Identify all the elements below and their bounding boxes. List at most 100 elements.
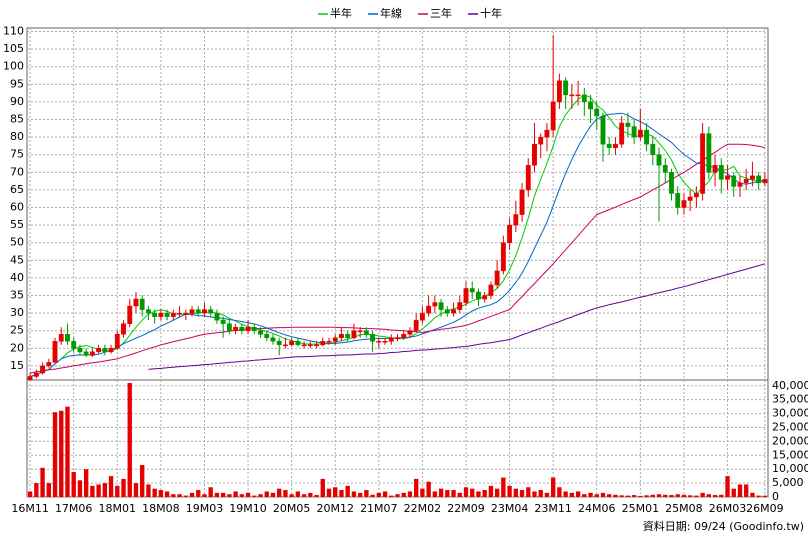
candle-body bbox=[451, 309, 456, 314]
candle-body bbox=[351, 330, 357, 339]
x-tick-label: 23M04 bbox=[491, 502, 529, 515]
ma-line bbox=[30, 143, 766, 374]
candle-body bbox=[606, 143, 612, 148]
candle-body bbox=[40, 365, 45, 374]
volume-bar bbox=[706, 494, 712, 497]
ma-line bbox=[148, 263, 766, 370]
volume-bar bbox=[46, 483, 51, 497]
candle-body bbox=[407, 330, 413, 335]
volume-bar bbox=[631, 495, 637, 497]
volume-bar bbox=[196, 490, 201, 497]
volume-bar bbox=[40, 467, 45, 497]
x-tick-label: 16M11 bbox=[11, 502, 49, 515]
volume-bar bbox=[339, 490, 344, 497]
candle-body bbox=[444, 309, 450, 314]
x-tick-label: 22M02 bbox=[404, 502, 442, 515]
volume-bar bbox=[239, 494, 245, 497]
candle-body bbox=[513, 214, 519, 226]
volume-bar bbox=[463, 487, 469, 497]
volume-bar bbox=[277, 488, 282, 497]
candle-body bbox=[693, 193, 699, 198]
volume-bar bbox=[725, 476, 730, 497]
volume-bar bbox=[700, 492, 705, 497]
candle-body bbox=[58, 333, 64, 342]
volume-bar bbox=[382, 491, 388, 497]
candle-body bbox=[264, 333, 270, 339]
legend-label: 年線 bbox=[380, 6, 402, 20]
x-tick-label: 17M06 bbox=[55, 502, 93, 515]
candle-body bbox=[469, 288, 475, 293]
volume-bar bbox=[414, 478, 419, 497]
volume-bar bbox=[177, 494, 182, 497]
candle-body bbox=[133, 298, 139, 307]
volume-bar bbox=[569, 492, 575, 497]
volume-bar bbox=[650, 494, 655, 497]
volume-bar bbox=[376, 492, 381, 497]
candle-body bbox=[208, 309, 214, 314]
volume-bar bbox=[102, 483, 108, 497]
volume-bar bbox=[731, 488, 736, 497]
candle-body bbox=[52, 341, 58, 363]
volume-bar bbox=[719, 494, 724, 497]
candle-body bbox=[314, 344, 319, 347]
volume-bar bbox=[308, 492, 313, 497]
volume-bar bbox=[258, 494, 263, 497]
volume-bar bbox=[164, 491, 170, 497]
volume-bar bbox=[582, 494, 587, 497]
volume-bar bbox=[121, 478, 126, 497]
volume-bar bbox=[171, 494, 176, 497]
candle-body bbox=[413, 319, 419, 331]
candle-body bbox=[538, 136, 544, 145]
plot-frame bbox=[26, 27, 769, 498]
candle-body bbox=[27, 376, 33, 381]
candle-body bbox=[376, 341, 382, 343]
volume-bar bbox=[644, 495, 649, 497]
candle-body bbox=[656, 154, 662, 166]
candle-body bbox=[619, 122, 625, 145]
candle-body bbox=[189, 309, 195, 314]
volume-bar bbox=[152, 488, 157, 497]
volume-bar bbox=[694, 495, 699, 497]
candle-body bbox=[556, 80, 562, 103]
candle-body bbox=[432, 302, 438, 307]
candle-body bbox=[332, 337, 338, 342]
candle-body bbox=[363, 330, 369, 335]
volume-bar bbox=[127, 383, 132, 497]
volume-bar bbox=[401, 492, 406, 497]
candle-body bbox=[282, 344, 288, 347]
candle-body bbox=[202, 309, 207, 314]
candle-body bbox=[581, 94, 587, 103]
volume-bar bbox=[96, 484, 101, 497]
candle-body bbox=[258, 330, 263, 335]
candle-body bbox=[289, 341, 295, 346]
candle-body bbox=[669, 172, 674, 194]
legend-label: 三年 bbox=[430, 6, 452, 20]
candle-body bbox=[563, 80, 569, 96]
y-tick-label: 20 bbox=[10, 341, 24, 354]
candle-body bbox=[625, 122, 631, 127]
volume-bar bbox=[519, 490, 525, 497]
volume-bar bbox=[750, 492, 755, 497]
candle-body bbox=[301, 344, 307, 347]
candle-body bbox=[245, 326, 251, 331]
candle-body bbox=[613, 143, 618, 148]
volume-bar bbox=[687, 495, 693, 497]
volume-bar bbox=[638, 495, 643, 497]
x-tick-label: 20M12 bbox=[316, 502, 354, 515]
candle-body bbox=[170, 312, 176, 317]
x-tick-label: 19M03 bbox=[186, 502, 224, 515]
volume-bar bbox=[557, 487, 562, 497]
candle-body bbox=[345, 333, 351, 339]
candle-body bbox=[438, 302, 444, 310]
candle-body bbox=[195, 309, 201, 314]
candle-body bbox=[588, 101, 593, 110]
y-tick-label: 40 bbox=[10, 271, 24, 284]
y-tick-label: 60 bbox=[10, 201, 24, 214]
y-tick-label: 75 bbox=[10, 148, 24, 161]
volume-bar bbox=[476, 491, 481, 497]
volume-bar bbox=[77, 480, 83, 497]
volume-bar bbox=[737, 484, 743, 497]
candle-body bbox=[177, 312, 182, 315]
volume-bar bbox=[214, 492, 220, 497]
volume-bar bbox=[625, 495, 631, 497]
